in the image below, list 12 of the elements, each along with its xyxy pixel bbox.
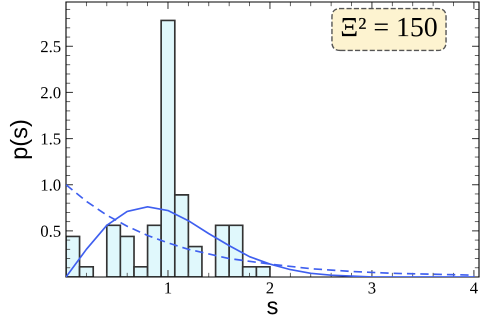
annotation: Ξ² = 150 [342, 18, 437, 36]
y-axis-title: p(s) [10, 120, 32, 158]
x-tick-label: 4 [470, 282, 478, 294]
y-tick-label: 1.5 [42, 133, 60, 145]
x-tick-label: 1 [165, 282, 172, 294]
y-tick-label: 2.0 [41, 87, 61, 98]
y-tick-label: 0.5 [40, 226, 60, 237]
x-tick-label: 3 [368, 282, 376, 294]
y-tick-label: 1.0 [42, 179, 61, 191]
y-tick-label: 2.5 [41, 41, 60, 52]
x-tick-label: 2 [266, 282, 274, 294]
x-axis-title: s [267, 301, 278, 314]
